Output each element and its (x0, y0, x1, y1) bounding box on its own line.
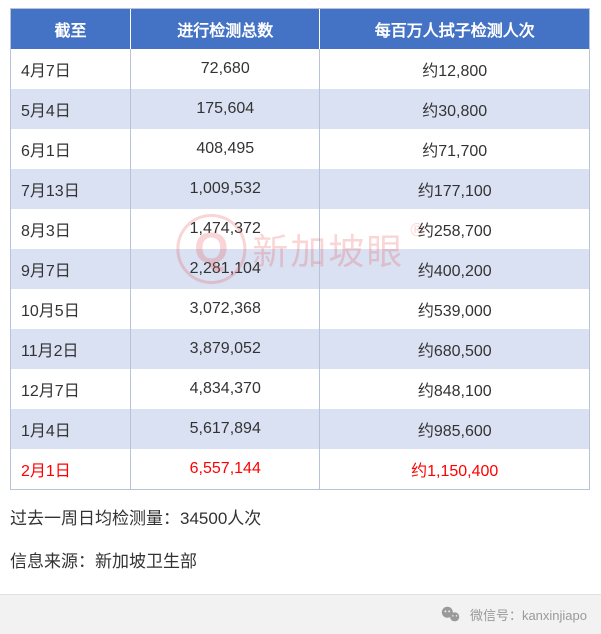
cell-date: 4月7日 (11, 49, 131, 89)
table-row: 12月7日4,834,370约848,100 (11, 369, 589, 409)
table-row: 8月3日1,474,372约258,700 (11, 209, 589, 249)
cell-total: 408,495 (131, 129, 320, 169)
col-header-date: 截至 (11, 9, 131, 49)
cell-permillion: 约848,100 (320, 369, 589, 409)
table-row: 4月7日72,680约12,800 (11, 49, 589, 89)
cell-permillion: 约680,500 (320, 329, 589, 369)
cell-date: 8月3日 (11, 209, 131, 249)
col-header-total: 进行检测总数 (131, 9, 320, 49)
cell-permillion: 约1,150,400 (320, 449, 589, 489)
cell-total: 2,281,104 (131, 249, 320, 289)
cell-date: 2月1日 (11, 449, 131, 489)
cell-total: 1,474,372 (131, 209, 320, 249)
table-row: 6月1日408,495约71,700 (11, 129, 589, 169)
cell-date: 7月13日 (11, 169, 131, 209)
cell-total: 6,557,144 (131, 449, 320, 489)
testing-table-container: 截至 进行检测总数 每百万人拭子检测人次 4月7日72,680约12,8005月… (10, 8, 590, 490)
cell-date: 12月7日 (11, 369, 131, 409)
source-line: 信息来源：新加坡卫生部 (10, 547, 591, 572)
cell-permillion: 约985,600 (320, 409, 589, 449)
wechat-label: 微信号：kanxinjiapo (470, 605, 587, 624)
cell-total: 72,680 (131, 49, 320, 89)
cell-permillion: 约71,700 (320, 129, 589, 169)
cell-permillion: 约539,000 (320, 289, 589, 329)
cell-date: 10月5日 (11, 289, 131, 329)
table-row: 2月1日6,557,144约1,150,400 (11, 449, 589, 489)
weekly-average-line: 过去一周日均检测量：34500人次 (10, 504, 591, 529)
wechat-bar: 微信号：kanxinjiapo (0, 594, 601, 634)
table-row: 7月13日1,009,532约177,100 (11, 169, 589, 209)
cell-total: 175,604 (131, 89, 320, 129)
cell-date: 11月2日 (11, 329, 131, 369)
table-body: 4月7日72,680约12,8005月4日175,604约30,8006月1日4… (11, 49, 589, 489)
table-row: 9月7日2,281,104约400,200 (11, 249, 589, 289)
table-row: 1月4日5,617,894约985,600 (11, 409, 589, 449)
cell-permillion: 约400,200 (320, 249, 589, 289)
cell-permillion: 约12,800 (320, 49, 589, 89)
testing-table: 截至 进行检测总数 每百万人拭子检测人次 4月7日72,680约12,8005月… (11, 9, 589, 489)
cell-permillion: 约258,700 (320, 209, 589, 249)
table-row: 11月2日3,879,052约680,500 (11, 329, 589, 369)
table-row: 10月5日3,072,368约539,000 (11, 289, 589, 329)
cell-date: 5月4日 (11, 89, 131, 129)
col-header-permillion: 每百万人拭子检测人次 (320, 9, 589, 49)
cell-total: 3,072,368 (131, 289, 320, 329)
cell-total: 5,617,894 (131, 409, 320, 449)
cell-total: 1,009,532 (131, 169, 320, 209)
cell-permillion: 约30,800 (320, 89, 589, 129)
table-row: 5月4日175,604约30,800 (11, 89, 589, 129)
wechat-icon (440, 604, 462, 626)
table-header-row: 截至 进行检测总数 每百万人拭子检测人次 (11, 9, 589, 49)
cell-date: 6月1日 (11, 129, 131, 169)
cell-permillion: 约177,100 (320, 169, 589, 209)
cell-date: 1月4日 (11, 409, 131, 449)
cell-date: 9月7日 (11, 249, 131, 289)
cell-total: 3,879,052 (131, 329, 320, 369)
cell-total: 4,834,370 (131, 369, 320, 409)
